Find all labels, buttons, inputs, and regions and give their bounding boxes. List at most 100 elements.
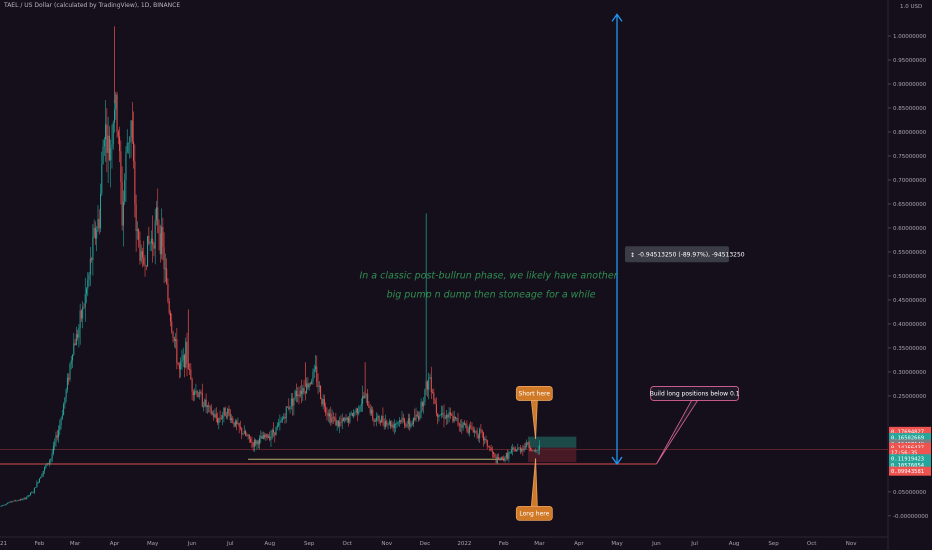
candle-body: [477, 435, 479, 438]
candle-body: [279, 421, 281, 424]
candle-body: [344, 417, 346, 421]
candle-body: [519, 447, 521, 452]
candle-body: [61, 415, 63, 419]
candle-body: [47, 463, 49, 464]
candle-body: [521, 448, 523, 452]
candle-body: [349, 413, 351, 423]
candle-body: [16, 500, 18, 502]
candle-body: [97, 218, 99, 231]
candle-body: [201, 392, 203, 407]
candle-body: [368, 405, 370, 409]
candle-body: [153, 244, 155, 249]
chart-annotation: big pump n dump then stoneage for a whil…: [387, 289, 596, 300]
measure-label: -0.94513250 (-89.97%), -94513250: [638, 251, 745, 258]
candle-body: [262, 435, 264, 439]
candle-body: [309, 383, 311, 385]
candle-body: [267, 436, 269, 438]
candle-body: [475, 430, 477, 432]
candle-body: [496, 457, 498, 463]
candle-body: [252, 442, 254, 447]
candle-body: [439, 414, 441, 416]
x-tick-label: Dec: [420, 541, 431, 547]
candle-body: [13, 500, 15, 502]
candle-body: [522, 448, 524, 451]
candle-body: [248, 434, 250, 439]
candle-body: [155, 207, 157, 221]
candle-body: [42, 470, 44, 475]
candle-body: [518, 447, 520, 449]
candle-body: [36, 482, 38, 488]
candle-body: [508, 452, 510, 459]
candle-body: [250, 438, 252, 443]
candle-body: [407, 418, 409, 425]
candle-body: [141, 251, 143, 258]
candle-body: [434, 399, 436, 404]
candle-body: [234, 421, 236, 427]
candle-body: [418, 416, 420, 420]
candle-body: [334, 417, 336, 419]
candle-body: [400, 420, 402, 423]
candle-body: [64, 397, 66, 405]
candle-body: [191, 379, 193, 392]
position-stop-zone[interactable]: [527, 447, 577, 463]
candle-body: [391, 424, 393, 427]
candle-body: [283, 416, 285, 419]
candle-body: [102, 146, 104, 165]
candle-body: [224, 407, 226, 417]
candle-body: [112, 122, 114, 145]
candle-body: [423, 401, 425, 407]
candle-body: [209, 406, 211, 408]
price-tag-label: 0.16502669: [891, 436, 924, 442]
candle-body: [342, 418, 344, 421]
candle-body: [509, 452, 511, 453]
candle-body: [410, 423, 412, 427]
candle-body: [378, 415, 380, 422]
candle-body: [481, 430, 483, 433]
callout-box[interactable]: [650, 386, 740, 401]
candle-body: [172, 331, 174, 338]
candle-body: [510, 449, 512, 453]
candle-body: [293, 397, 295, 406]
candle-body: [113, 109, 115, 123]
candle-body: [538, 444, 540, 450]
candle-body: [211, 413, 213, 415]
candle-body: [157, 207, 159, 226]
callout-box[interactable]: [515, 506, 553, 521]
candle-body: [287, 406, 289, 408]
x-tick-label: May: [147, 541, 159, 547]
candle-body: [59, 425, 61, 431]
candle-body: [163, 247, 165, 270]
candle-body: [101, 164, 103, 194]
candle-body: [225, 416, 227, 417]
candle-body: [100, 193, 102, 229]
candle-body: [152, 238, 154, 245]
candle-body: [49, 460, 51, 464]
candle-body: [217, 418, 219, 424]
candle-body: [164, 268, 166, 270]
candle-body: [321, 398, 323, 405]
candle-body: [159, 233, 161, 255]
candle-body: [453, 416, 455, 422]
candle-body: [87, 279, 89, 289]
candle-body: [181, 360, 183, 362]
candle-body: [266, 434, 268, 438]
callout-box[interactable]: [515, 386, 553, 401]
chart-annotation: In a classic post-bullrun phase, we like…: [359, 270, 618, 281]
candle-body: [303, 387, 305, 393]
candle-body: [474, 430, 476, 433]
candle-body: [414, 417, 416, 420]
y-tick-label: 0.05000000: [893, 490, 927, 496]
candle-body: [227, 408, 229, 417]
candle-body: [480, 429, 482, 431]
candle-body: [12, 501, 14, 502]
chart-title: TAEL / US Dollar (calculated by TradingV…: [4, 2, 181, 9]
candle-body: [331, 417, 333, 423]
candle-body: [255, 440, 257, 445]
candle-body: [208, 405, 210, 407]
position-target-zone[interactable]: [527, 436, 577, 448]
x-tick-label: Nov: [846, 541, 857, 547]
candle-body: [107, 135, 109, 153]
callout-label: Build long positions below 0.1: [650, 390, 740, 397]
candle-body: [350, 413, 352, 414]
